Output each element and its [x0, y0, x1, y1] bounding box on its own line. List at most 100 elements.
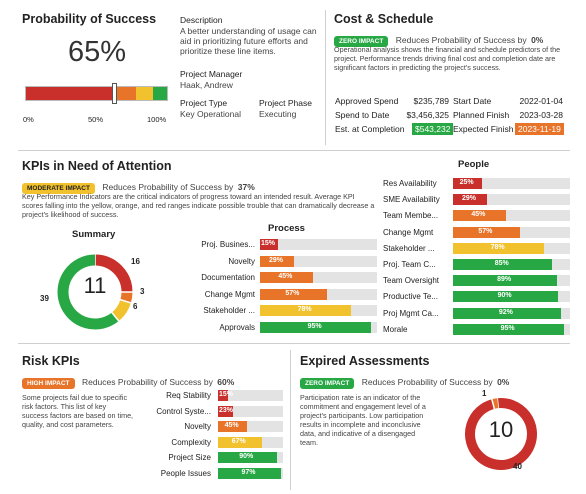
people-bar-9 [453, 323, 565, 335]
risk-impact-text: Reduces Probability of Success by [81, 377, 213, 387]
people-label-7: Productive Te... [383, 292, 438, 302]
people-label-4: Stakeholder ... [383, 243, 435, 253]
risk-bar-2 [218, 421, 248, 432]
people-bar-7 [453, 291, 559, 303]
people-title: People [458, 159, 490, 170]
project-phase-label: Project Phase [259, 98, 312, 108]
probability-segment-3 [152, 87, 167, 100]
project-phase-value: Executing [259, 109, 297, 119]
process-track-1: 29% [260, 255, 377, 267]
people-value-8: 92% [498, 308, 513, 316]
risk-description: Some projects fail due to specific risk … [22, 393, 134, 429]
planned-finish-value: 2023-03-28 [519, 110, 563, 120]
description-text: A better understanding of usage can aid … [180, 26, 317, 56]
people-label-0: Res Availability [383, 179, 437, 188]
probability-segment-0 [26, 87, 114, 100]
description-label: Description [180, 15, 223, 25]
start-date-value: 2022-01-04 [519, 96, 563, 106]
people-bar-1 [453, 194, 487, 206]
process-track-2: 45% [260, 272, 377, 283]
risk-track-5: 97% [218, 467, 283, 479]
risk-label-2: Novelty [184, 422, 211, 431]
people-value-4: 78% [490, 243, 505, 251]
summary-green-count: 39 [40, 294, 49, 303]
risk-impact-row: HIGH IMPACT Reduces Probability of Succe… [22, 372, 234, 390]
middle-horizontal-divider [18, 343, 570, 344]
summary-center-value: 11 [83, 273, 107, 298]
expired-title: Expired Assessments [300, 354, 430, 368]
risk-track-3: 67% [218, 436, 283, 448]
risk-label-1: Control Syste... [156, 406, 211, 416]
risk-value-4: 90% [239, 453, 254, 460]
risk-label-4: Project Size [168, 453, 211, 462]
people-track-8: 92% [453, 307, 570, 319]
risk-impact-badge: HIGH IMPACT [22, 378, 75, 389]
summary-segment-3 [57, 254, 119, 330]
people-value-0: 25% [459, 179, 474, 186]
people-value-2: 45% [471, 211, 486, 219]
expired-donut-chart [465, 397, 537, 470]
risk-impact-value: 60% [217, 377, 235, 387]
process-bar-4 [260, 305, 352, 316]
summary-gap-3 [110, 311, 121, 323]
summary-orange-count: 3 [140, 287, 145, 296]
process-label-2: Documentation [201, 273, 255, 282]
people-track-3: 57% [453, 226, 570, 238]
spend-to-date-label: Spend to Date [335, 110, 390, 120]
people-label-3: Change Mgmt [383, 227, 434, 237]
kpis-impact-row: MODERATE IMPACT Reduces Probability of S… [22, 177, 255, 195]
expired-center-value: 10 [488, 417, 514, 442]
process-label-4: Stakeholder ... [203, 306, 255, 315]
summary-segment-0 [94, 254, 133, 293]
summary-segment-2 [111, 299, 131, 321]
risk-bar-5 [218, 467, 282, 479]
top-horizontal-divider [18, 150, 570, 151]
expired-impact-badge: ZERO IMPACT [300, 378, 355, 389]
kpis-impact-badge: MODERATE IMPACT [22, 183, 95, 194]
expected-finish-label: Expected Finish [453, 124, 514, 134]
expected-finish-value: 2023-11-19 [515, 123, 564, 135]
people-value-7: 90% [497, 292, 512, 300]
people-value-5: 85% [494, 260, 509, 267]
kpis-description: Key Performance Indicators are the criti… [22, 192, 375, 219]
process-bar-1 [260, 255, 294, 267]
process-bar-0 [260, 239, 278, 250]
summary-donut-chart [57, 253, 134, 330]
approved-spend-value: $235,789 [413, 96, 449, 106]
risk-title: Risk KPIs [22, 354, 80, 368]
process-value-1: 29% [268, 256, 283, 264]
approved-spend-label: Approved Spend [335, 96, 399, 106]
risk-value-2: 45% [224, 422, 239, 429]
probability-title: Probability of Success [22, 12, 157, 26]
people-track-7: 90% [453, 291, 570, 303]
risk-track-1: 23% [218, 405, 283, 417]
start-date-label: Start Date [453, 96, 492, 106]
people-track-0: 25% [453, 178, 570, 189]
project-type-value: Key Operational [180, 109, 241, 119]
process-track-3: 57% [260, 288, 377, 300]
risk-track-2: 45% [218, 421, 283, 432]
risk-value-1: 23% [219, 406, 234, 414]
risk-bar-4 [218, 452, 277, 463]
expired-impact-value: 0% [497, 377, 510, 387]
people-track-9: 95% [453, 323, 570, 335]
process-bar-3 [260, 288, 327, 300]
expired-orange-count: 1 [482, 389, 487, 398]
process-title: Process [268, 223, 305, 234]
process-track-0: 15% [260, 239, 377, 250]
process-label-3: Change Mgmt [204, 289, 255, 299]
probability-tick-0: 0% [23, 115, 34, 124]
risk-value-3: 67% [231, 437, 246, 445]
cost-schedule-impact-text: Reduces Probability of Success by [395, 35, 527, 45]
people-value-9: 95% [500, 324, 515, 332]
people-track-5: 85% [453, 259, 570, 270]
people-label-9: Morale [383, 324, 408, 334]
risk-bar-1 [218, 405, 233, 417]
project-manager-value: Haak, Andrew [180, 80, 233, 90]
people-value-1: 29% [461, 195, 476, 203]
risk-label-0: Req Stability [166, 391, 211, 400]
people-bar-5 [453, 259, 553, 270]
people-bar-8 [453, 307, 561, 319]
est-completion-label: Est. at Completion [335, 124, 405, 134]
process-label-0: Proj. Busines... [201, 240, 255, 249]
